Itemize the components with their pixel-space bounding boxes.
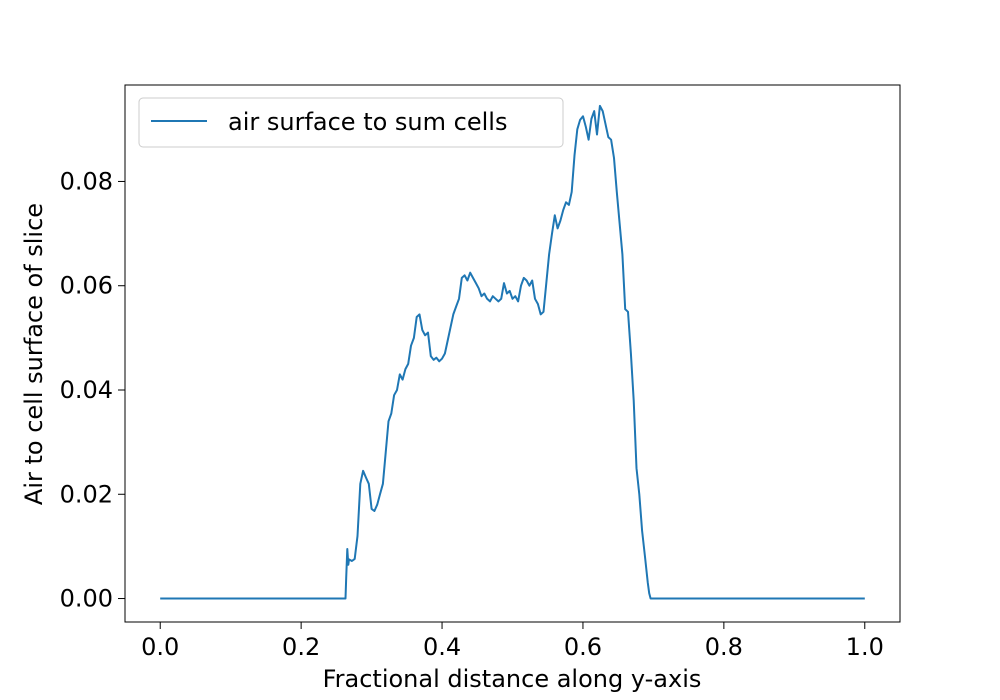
legend-box [138, 97, 564, 148]
y-tick-label: 0.00 [60, 585, 113, 613]
x-tick-label: 0.4 [423, 633, 461, 661]
x-tick-label: 1.0 [846, 633, 884, 661]
legend-entry: air surface to sum cells [228, 108, 507, 136]
plot-frame [124, 84, 901, 623]
x-tick-label: 0.2 [282, 633, 320, 661]
x-axis-label: Fractional distance along y-axis [323, 665, 702, 693]
axes: 0.0 0.2 0.4 0.6 0.8 1.0 0.000.020.040.060.08 … [20, 84, 901, 693]
x-tick-label: 0.8 [705, 633, 743, 661]
y-axis-ticks: 0.00 0.02 0.04 0.06 0.08 [60, 167, 125, 613]
x-tick-label: 0.0 [141, 633, 179, 661]
plot-area [160, 104, 865, 600]
y-tick-label: 0.02 [60, 480, 113, 508]
y-tick-label: 0.04 [60, 376, 113, 404]
series-line [160, 104, 865, 600]
y-axis-label: Air to cell surface of slice [20, 203, 48, 505]
y-tick-label: 0.08 [60, 167, 113, 195]
x-tick-label: 0.6 [564, 633, 602, 661]
y-tick-label: 0.06 [60, 272, 113, 300]
legend: air surface to sum cells [138, 97, 564, 148]
x-axis-ticks: 0.0 0.2 0.4 0.6 0.8 1.0 [141, 622, 884, 661]
